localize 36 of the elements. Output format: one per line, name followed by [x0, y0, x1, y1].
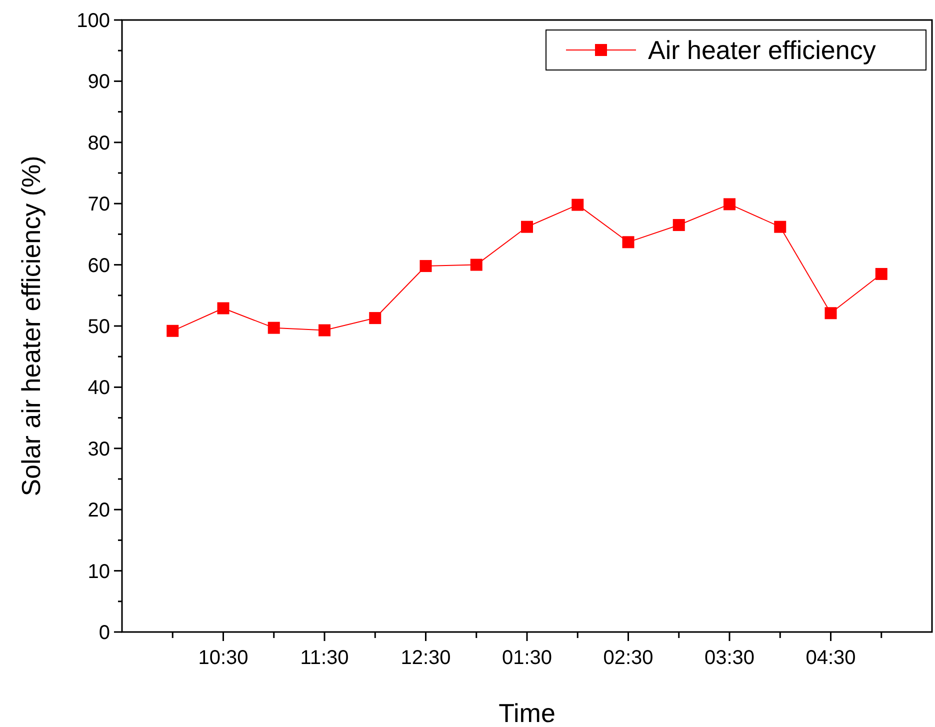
point — [470, 258, 482, 271]
legend-label: Air heater efficiency — [648, 35, 876, 66]
point — [875, 268, 888, 280]
x-tick-label: 10:30 — [198, 647, 248, 669]
x-tick-label: 12:30 — [400, 647, 451, 669]
x-axis-title: Time — [498, 698, 556, 727]
y-tick-label: 90 — [88, 71, 110, 94]
y-tick-label: 80 — [88, 132, 110, 154]
y-tick-label: 0 — [98, 622, 110, 644]
point — [420, 260, 432, 272]
y-tick-label: 40 — [88, 377, 110, 400]
point — [369, 312, 382, 324]
x-tick-label: 02:30 — [603, 647, 654, 669]
x-tick-label: 01:30 — [502, 647, 552, 669]
point — [672, 219, 685, 232]
point — [521, 220, 533, 233]
y-tick-label: 70 — [88, 194, 110, 216]
y-tick-label: 50 — [88, 316, 110, 338]
point — [774, 220, 786, 233]
point — [572, 198, 584, 211]
point — [268, 322, 280, 334]
y-tick-label: 100 — [76, 10, 110, 32]
x-tick-label: 03:30 — [704, 647, 755, 669]
y-tick-label: 20 — [88, 500, 110, 522]
x-tick-label: 04:30 — [806, 647, 856, 669]
point — [724, 198, 736, 210]
y-axis-title: Solar air heater efficiency (%) — [16, 156, 46, 496]
y-tick-label: 60 — [88, 254, 110, 277]
point — [824, 307, 837, 320]
point — [166, 324, 179, 337]
point — [318, 324, 330, 336]
x-tick-label: 11:30 — [300, 647, 349, 669]
point — [217, 302, 230, 314]
y-tick-label: 30 — [88, 438, 110, 460]
point — [622, 236, 634, 248]
y-tick-label: 10 — [88, 560, 110, 583]
